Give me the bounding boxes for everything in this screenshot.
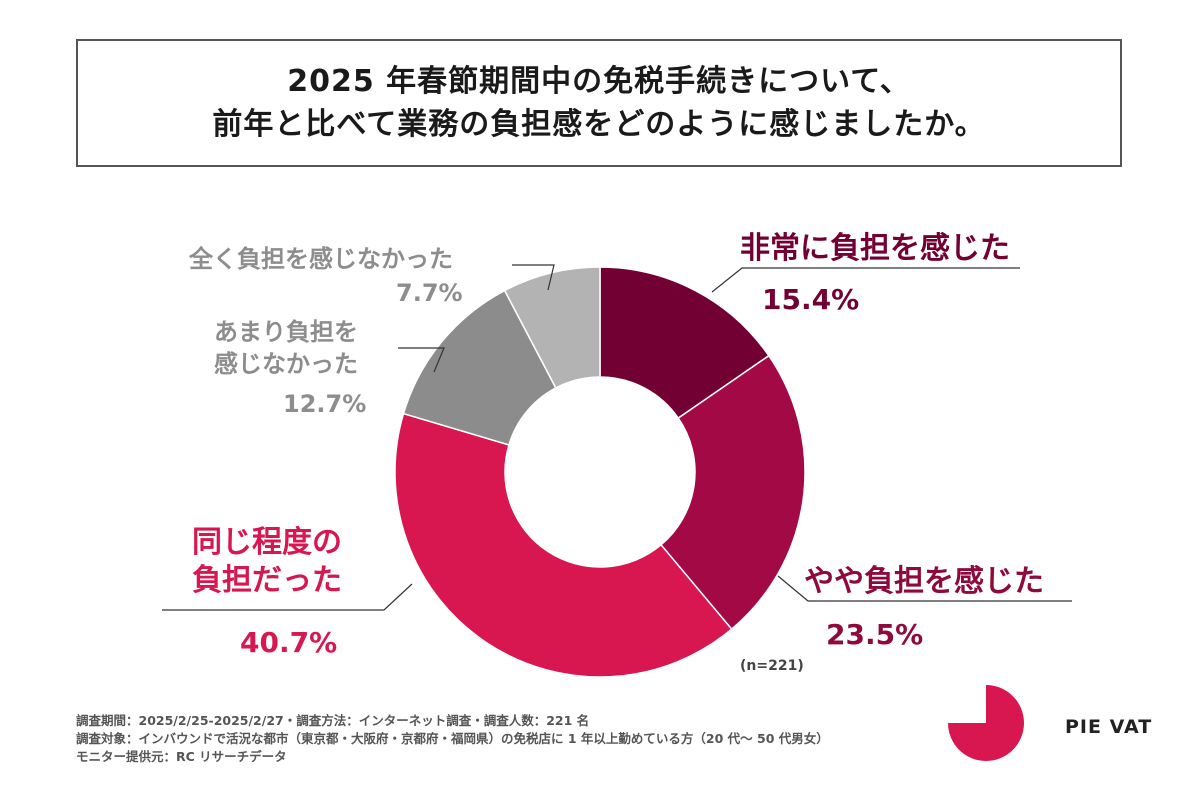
slice-very-burdened — [599, 266, 770, 420]
leader-very-burdened — [711, 267, 1020, 293]
pct-same: 40.7% — [240, 626, 338, 659]
survey-footer: 調査期間：2025/2/25-2025/2/27・調査方法：インターネット調査・… — [76, 712, 829, 766]
label-same-line-1: 同じ程度の — [192, 525, 342, 560]
pct-somewhat-burdened: 23.5% — [826, 618, 924, 651]
label-not-much-line-1: あまり負担を — [214, 318, 358, 346]
footer-line-3: モニター提供元：RC リサーチデータ — [76, 749, 287, 764]
title-box: 2025 年春節期間中の免税手続きについて、 前年と比べて業務の負担感をどのよう… — [76, 39, 1122, 167]
slice-not-at-all — [503, 266, 601, 389]
label-not-much: あまり負担を 感じなかった — [214, 316, 358, 380]
pct-not-at-all: 7.7% — [396, 279, 463, 307]
footer-line-2: 調査対象：インバウンドで活況な都市（東京都・大阪府・京都府・福岡県）の免税店に … — [76, 731, 829, 746]
label-not-much-line-2: 感じなかった — [214, 350, 358, 378]
sample-size: (n=221) — [740, 658, 804, 674]
label-very-burdened-text: 非常に負担を感じた — [740, 231, 1010, 266]
title-line-2: 前年と比べて業務の負担感をどのように感じましたか。 — [212, 107, 986, 142]
leader-not-much — [398, 347, 445, 373]
label-not-at-all: 全く負担を感じなかった — [189, 245, 453, 273]
title-line-1: 2025 年春節期間中の免税手続きについて、 — [287, 63, 911, 99]
leader-not-at-all — [512, 264, 555, 291]
slice-somewhat-burdened — [659, 354, 806, 631]
brand-name: PIE VAT — [1065, 716, 1153, 738]
label-somewhat-burdened: やや負担を感じた — [804, 564, 1044, 599]
pct-not-much: 12.7% — [283, 390, 367, 418]
leader-somewhat-burdened — [777, 575, 1072, 602]
brand-logo-icon — [948, 685, 1024, 761]
label-very-burdened: 非常に負担を感じた — [740, 230, 1010, 268]
label-same: 同じ程度の 負担だった — [192, 524, 342, 600]
leader-same — [162, 583, 413, 611]
footer-line-1: 調査期間：2025/2/25-2025/2/27・調査方法：インターネット調査・… — [76, 713, 590, 728]
slice-same — [394, 412, 733, 678]
pct-very-burdened: 15.4% — [762, 283, 860, 316]
label-same-line-2: 負担だった — [192, 563, 342, 598]
